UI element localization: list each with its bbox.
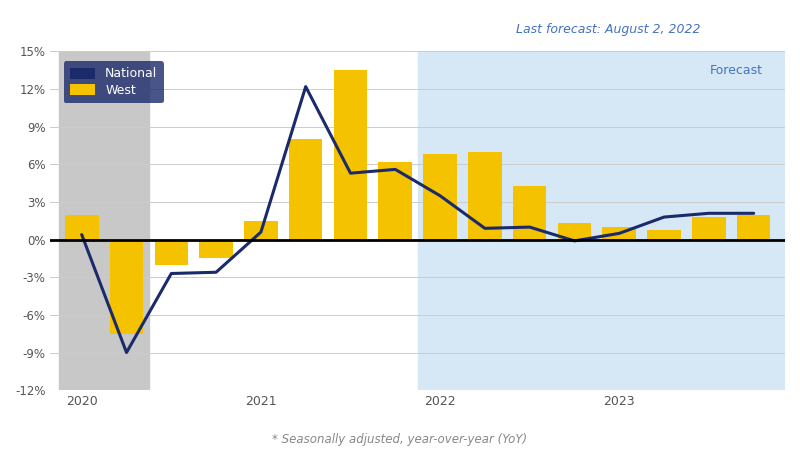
Bar (423, 154, 457, 240)
Bar (289, 140, 322, 240)
Bar (65, 215, 98, 240)
Bar (110, 240, 143, 334)
Bar (602, 227, 636, 240)
Text: Forecast: Forecast (710, 64, 762, 77)
Bar (558, 223, 591, 240)
Bar (418, 51, 785, 390)
Bar (244, 221, 278, 240)
Text: Last forecast: August 2, 2022: Last forecast: August 2, 2022 (516, 22, 700, 36)
Bar (199, 240, 233, 258)
Bar (334, 70, 367, 240)
Bar (468, 152, 502, 240)
Bar (154, 240, 188, 265)
Bar (59, 51, 149, 390)
Text: * Seasonally adjusted, year-over-year (YoY): * Seasonally adjusted, year-over-year (Y… (273, 432, 527, 446)
Bar (647, 230, 681, 240)
Bar (513, 186, 546, 240)
Bar (737, 215, 770, 240)
Legend: National, West: National, West (64, 61, 164, 104)
Bar (692, 217, 726, 240)
Bar (378, 162, 412, 240)
